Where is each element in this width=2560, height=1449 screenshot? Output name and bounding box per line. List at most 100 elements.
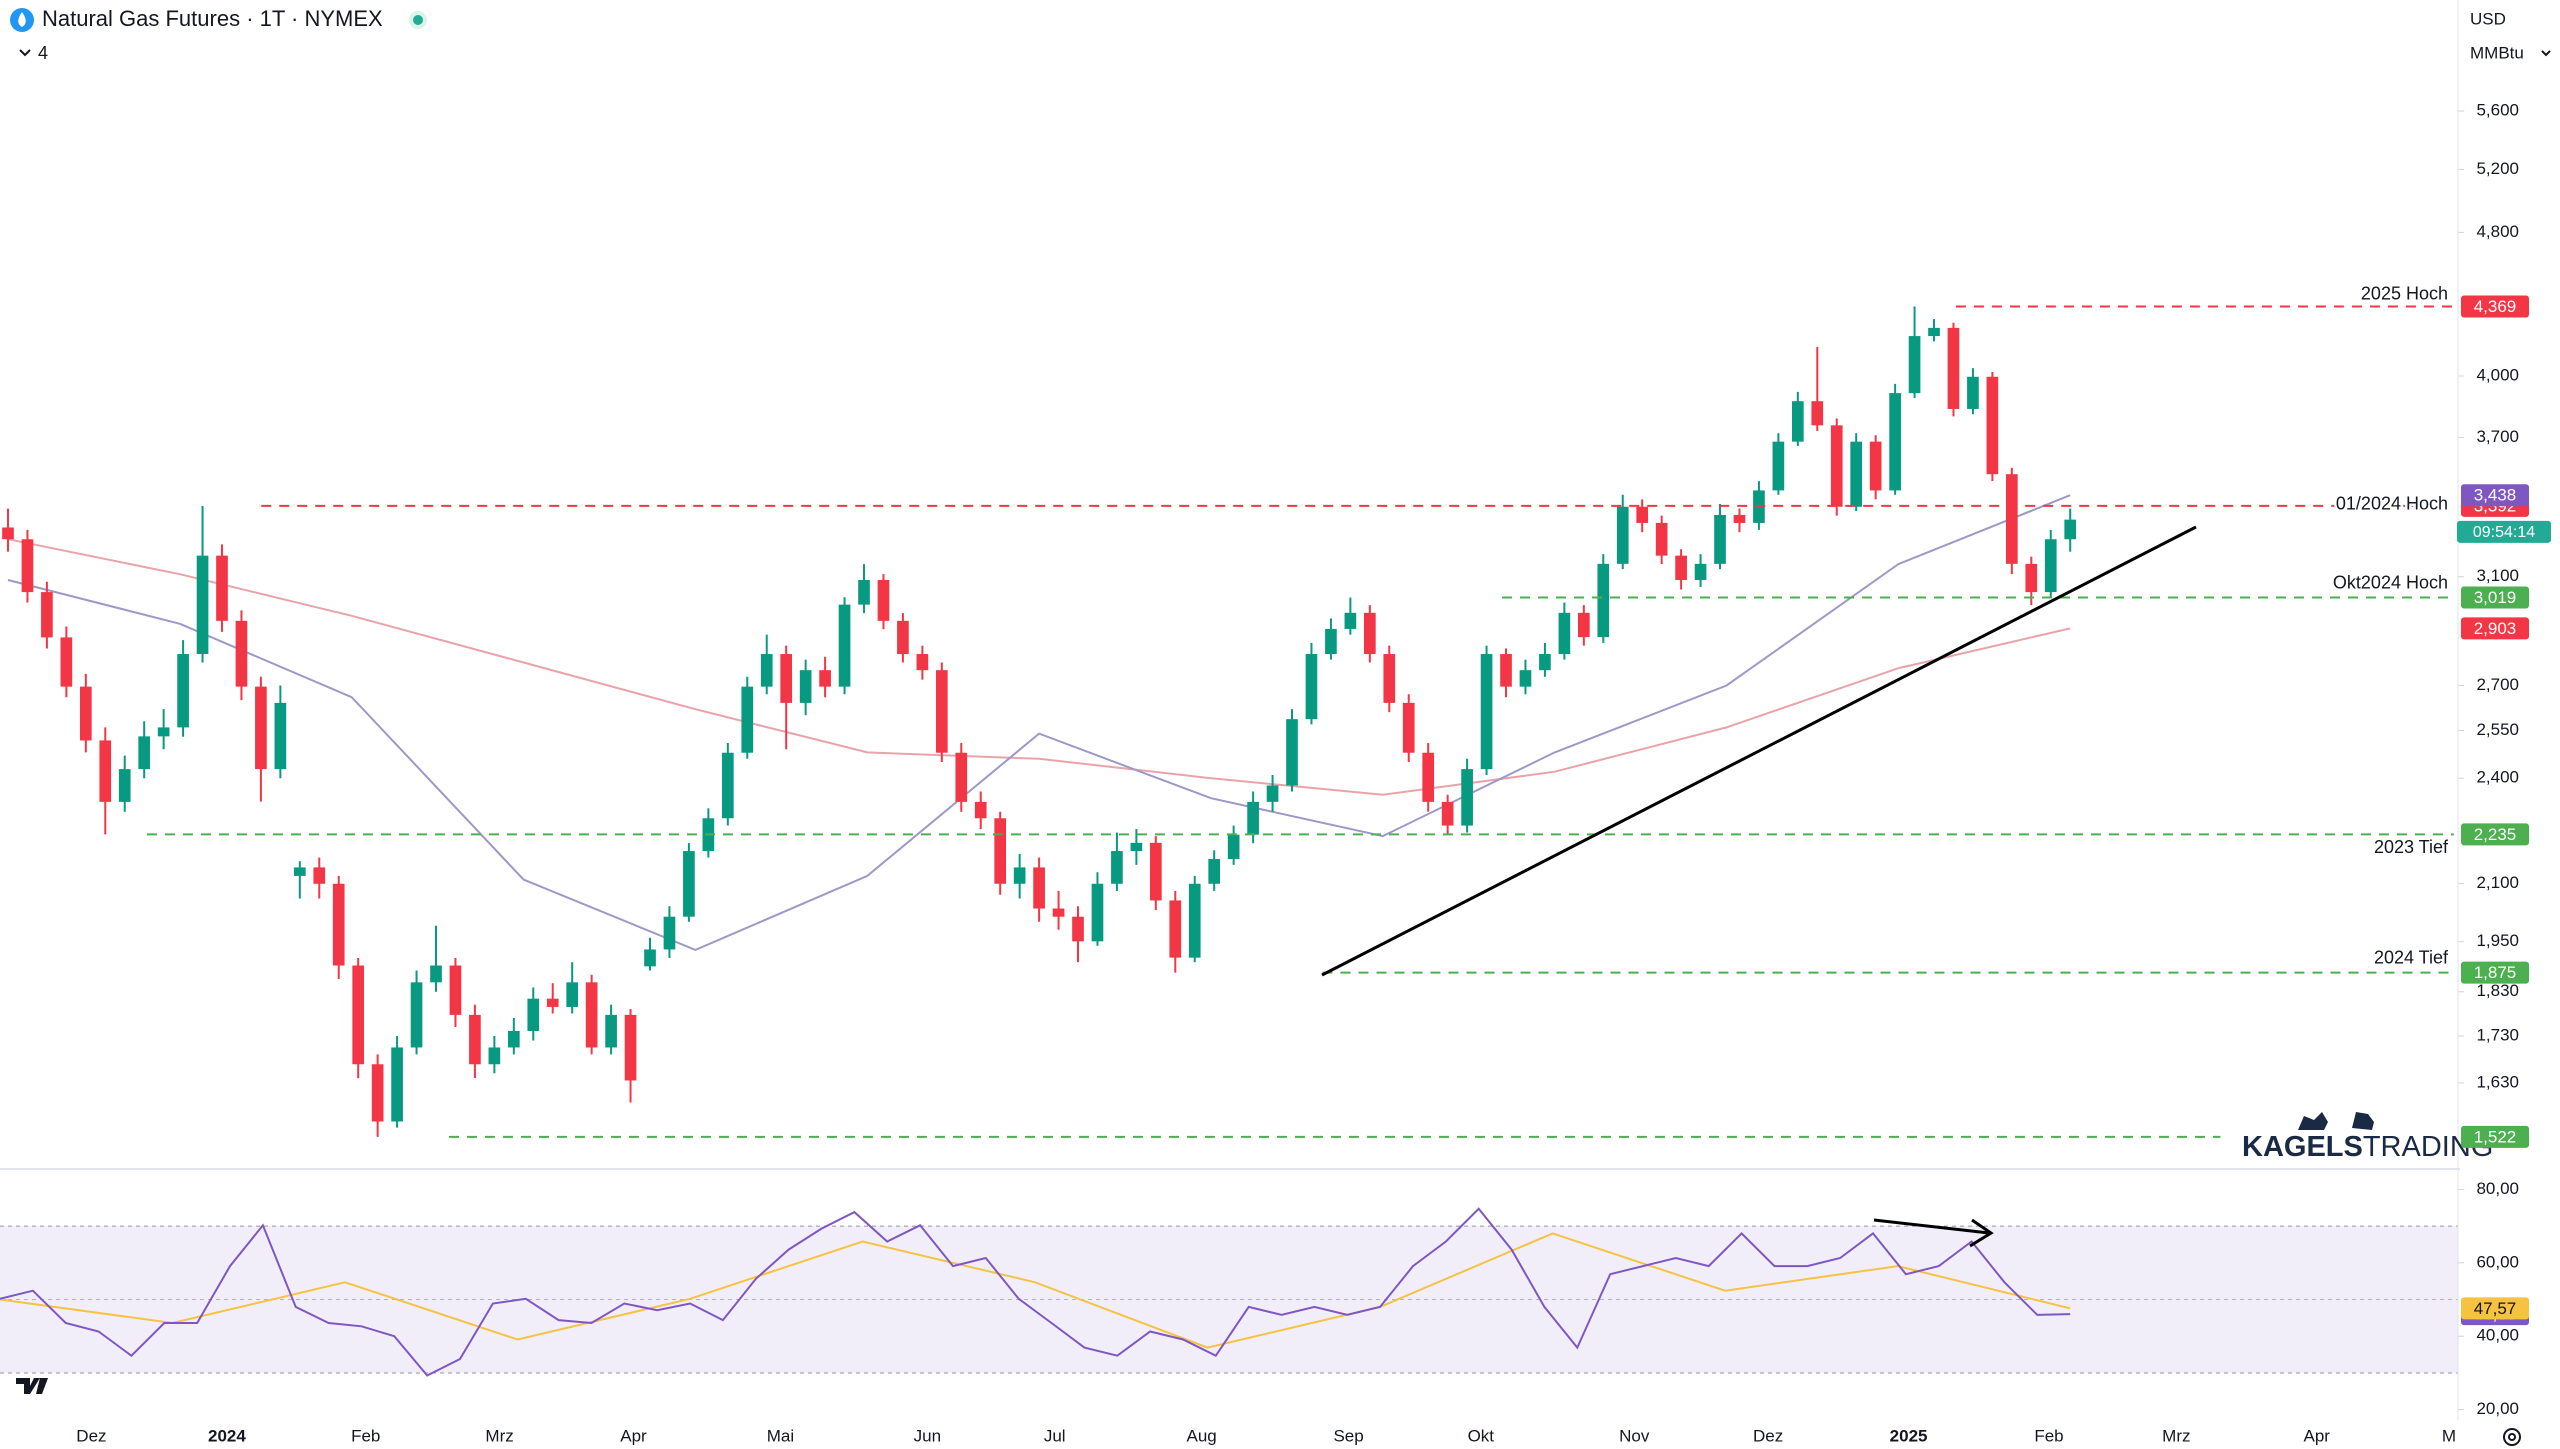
watermark-bold: KAGELS — [2242, 1131, 2363, 1163]
candle-body — [488, 1047, 501, 1065]
x-tick-label: Mrz — [485, 1426, 513, 1445]
candle-body — [838, 604, 851, 687]
x-tick-label: M — [2442, 1426, 2456, 1445]
candle-body — [1402, 702, 1415, 753]
price-badge-label: 1,522 — [2474, 1127, 2517, 1146]
candle-body — [235, 620, 248, 687]
y-tick-label: 1,630 — [2476, 1072, 2519, 1091]
candle-body — [916, 654, 929, 671]
collapse-icon[interactable] — [19, 49, 31, 57]
candle-body — [858, 580, 870, 605]
candle-body — [1286, 719, 1298, 786]
candle-body — [60, 637, 73, 687]
candle-body — [1305, 654, 1318, 720]
candle-body — [177, 654, 189, 728]
y-tick-label: 2,100 — [2476, 873, 2519, 892]
x-tick-label: 2024 — [208, 1426, 246, 1445]
candle-body — [1889, 393, 1901, 491]
candle-body — [1441, 801, 1454, 826]
countdown: 09:54:14 — [2473, 524, 2535, 541]
candle-body — [1266, 785, 1279, 802]
level-label: 01/2024 Hoch — [2336, 494, 2448, 514]
price-badge-label: 4,369 — [2474, 297, 2517, 316]
divergence-line — [1873, 1218, 1990, 1235]
y-tick-label: 1,950 — [2476, 931, 2519, 950]
candle-body — [819, 670, 831, 687]
candle-body — [410, 982, 423, 1048]
candle-body — [1111, 851, 1123, 884]
candle-body — [1811, 401, 1824, 426]
candle-body — [1714, 514, 1726, 564]
candle-body — [79, 686, 92, 741]
candle-body — [1850, 441, 1863, 507]
candle-body — [1013, 867, 1026, 884]
candle-body — [1694, 563, 1707, 581]
indicator-count[interactable]: 4 — [38, 43, 48, 63]
candle-body — [1052, 908, 1065, 917]
candle-body — [1072, 916, 1084, 942]
price-badge-label: 1,875 — [2474, 963, 2517, 982]
candle-body — [1227, 834, 1240, 860]
price-badge — [2461, 617, 2529, 640]
candle-body — [371, 1064, 384, 1122]
symbol-title[interactable]: Natural Gas Futures · 1T · NYMEX — [42, 6, 383, 31]
candle-body — [1597, 563, 1610, 638]
candle-body — [21, 539, 34, 593]
price-badge — [2461, 586, 2529, 609]
price-badge-label: 3,438 — [2474, 486, 2517, 505]
x-tick-label: Mrz — [2162, 1426, 2190, 1445]
countdown-badge — [2457, 520, 2551, 543]
currency[interactable]: USD — [2470, 9, 2506, 28]
candle-body — [41, 592, 53, 638]
candle-body — [1169, 900, 1182, 958]
candle-body — [1675, 555, 1687, 581]
candle-body — [877, 580, 890, 621]
price-badge — [2461, 961, 2529, 984]
candle-body — [507, 1031, 520, 1048]
candle-body — [138, 736, 151, 770]
level-label: 2025 Hoch — [2361, 283, 2448, 303]
price-badge — [2461, 484, 2529, 507]
rsi-badge — [2461, 1297, 2529, 1320]
candle-body — [1616, 506, 1629, 564]
candle-body — [332, 883, 345, 966]
tv-logo[interactable] — [16, 1378, 48, 1394]
candle-body — [2006, 474, 2018, 564]
candle-body — [605, 1014, 617, 1048]
candle-body — [1733, 514, 1746, 523]
x-tick-label: Feb — [2034, 1426, 2063, 1445]
rsi-line — [0, 1207, 2071, 1377]
y-tick-label: 1,830 — [2476, 981, 2519, 1000]
x-tick-label: Apr — [2304, 1426, 2331, 1445]
candle-body — [1383, 654, 1396, 703]
settings-icon[interactable] — [2503, 1428, 2521, 1446]
candle-body — [585, 982, 598, 1048]
level-label: 2024 Tief — [2374, 947, 2449, 967]
candle-body — [1461, 769, 1473, 826]
level-label: 2023 Tief — [2374, 837, 2449, 857]
candle-body — [994, 818, 1007, 884]
candle-body — [955, 752, 968, 802]
candle-body — [1325, 628, 1337, 655]
y-tick-label: 40,00 — [2476, 1326, 2519, 1345]
candle-body — [313, 867, 326, 884]
price-badge-label: 3,019 — [2474, 588, 2517, 607]
candle-body — [1772, 441, 1785, 491]
candle-body — [644, 949, 656, 967]
x-tick-label: Jun — [914, 1426, 941, 1445]
unit-dropdown[interactable] — [2541, 50, 2551, 57]
candle-body — [935, 670, 948, 753]
candle-body — [780, 654, 793, 703]
candle-body — [974, 801, 987, 819]
candle-body — [2, 527, 14, 540]
y-tick-label: 5,600 — [2476, 101, 2519, 120]
status-dot — [413, 15, 423, 25]
candle-body — [216, 555, 228, 621]
x-tick-label: Okt — [1468, 1426, 1495, 1445]
unit[interactable]: MMBtu — [2470, 43, 2524, 62]
candle-body — [1208, 859, 1221, 884]
candle-body — [274, 702, 287, 770]
candle-body — [391, 1047, 403, 1122]
y-tick-label: 3,700 — [2476, 427, 2519, 446]
